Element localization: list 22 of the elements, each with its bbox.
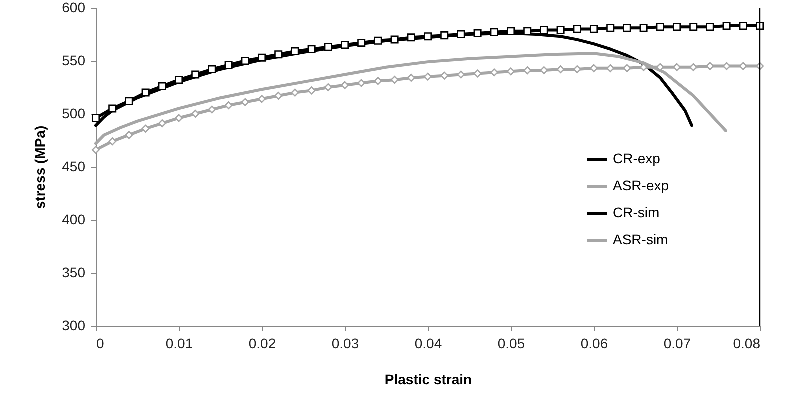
legend-label: CR-sim: [613, 204, 660, 220]
x-tick-label: 0.06: [580, 336, 608, 352]
x-tick-label: 0.02: [248, 336, 276, 352]
x-axis-title: Plastic strain: [384, 372, 472, 388]
x-tick-label: 0.08: [733, 336, 761, 352]
legend-label: ASR-exp: [613, 178, 670, 194]
x-tick-label: 0: [96, 336, 104, 352]
y-tick-label: 600: [62, 0, 86, 16]
y-tick-label: 450: [62, 158, 86, 174]
y-tick-label: 400: [62, 212, 86, 228]
y-tick-label: 300: [62, 318, 86, 334]
y-tick-label: 500: [62, 106, 86, 122]
x-tick-label: 0.07: [664, 336, 692, 352]
y-tick-label: 550: [62, 52, 86, 68]
x-tick-label: 0.03: [332, 336, 360, 352]
x-tick-label: 0.05: [498, 336, 526, 352]
x-tick-label: 0.01: [166, 336, 194, 352]
legend-label: ASR-sim: [613, 232, 668, 248]
x-tick-label: 0.04: [414, 336, 442, 352]
legend-label: CR-exp: [613, 150, 661, 166]
y-tick-label: 350: [62, 264, 86, 280]
y-axis-title: stress (MPa): [32, 126, 48, 210]
